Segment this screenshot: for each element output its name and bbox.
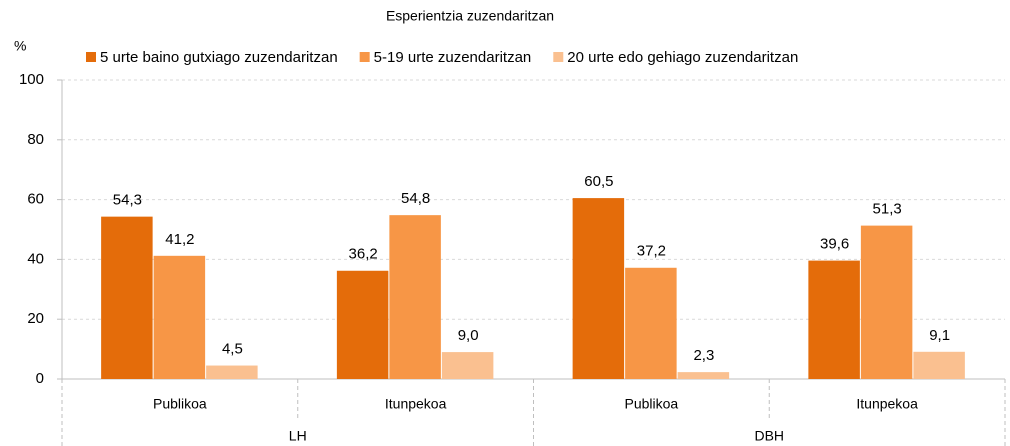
group-label: DBH [754,428,784,444]
bar [913,351,965,379]
bar [677,372,730,379]
x-tick-label: Itunpekoa [385,396,447,412]
bar [441,352,494,379]
bar [860,225,913,379]
data-label: 36,2 [349,246,378,263]
y-axis-label: % [14,38,26,54]
bar [336,270,389,379]
y-tick-label: 0 [36,370,44,387]
bar [625,267,677,379]
data-label: 41,2 [165,231,194,248]
legend-label: 5 urte baino gutxiago zuzendaritzan [100,49,338,66]
data-label: 4,5 [222,341,243,358]
data-label: 54,3 [113,192,142,209]
bar [101,216,153,379]
bar [153,255,206,379]
legend-swatch [86,52,96,62]
x-tick-label: Publikoa [153,396,207,412]
x-tick-label: Publikoa [625,396,679,412]
bar [572,198,625,379]
y-tick-label: 40 [27,250,44,267]
chart-title: Esperientzia zuzendaritzan [386,8,554,24]
bar [206,365,258,379]
data-label: 9,0 [458,327,479,344]
data-label: 51,3 [873,201,902,218]
y-tick-label: 100 [19,71,44,88]
group-label: LH [289,428,307,444]
data-label: 2,3 [693,347,714,364]
bar [808,260,860,379]
data-label: 54,8 [401,190,430,207]
y-tick-label: 80 [27,131,44,148]
x-tick-label: Itunpekoa [856,396,918,412]
data-label: 9,1 [929,327,950,344]
legend-label: 5-19 urte zuzendaritzan [374,49,532,66]
y-tick-label: 60 [27,191,44,208]
data-label: 37,2 [637,243,666,260]
y-tick-label: 20 [27,310,44,327]
data-label: 39,6 [820,236,849,253]
bar [389,215,441,379]
legend-label: 20 urte edo gehiago zuzendaritzan [567,49,798,66]
data-label: 60,5 [584,173,613,190]
legend-swatch [359,52,370,62]
legend-swatch [553,52,564,62]
